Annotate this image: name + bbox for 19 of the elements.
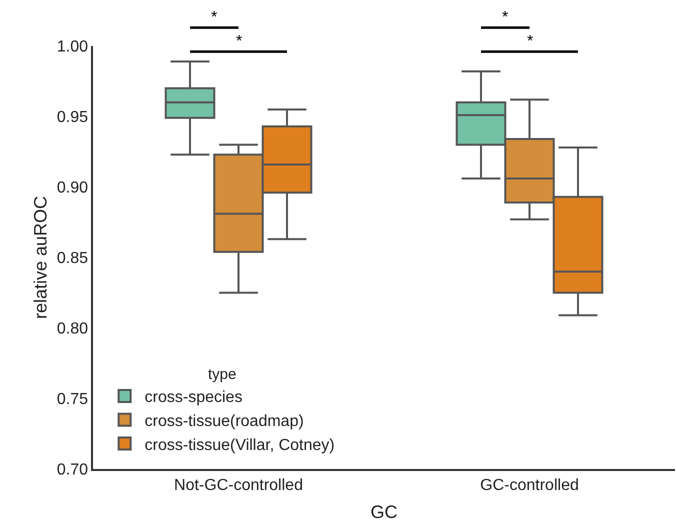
legend-label: cross-tissue(Villar, Cotney) (144, 436, 335, 454)
legend-label: cross-tissue(roadmap) (144, 412, 304, 430)
y-tick-label: 0.85 (56, 250, 88, 268)
y-tick-label: 0.95 (56, 109, 88, 126)
x-tick-label: GC-controlled (480, 476, 579, 494)
x-axis-title: GC (370, 502, 398, 522)
y-tick-label: 0.70 (56, 462, 88, 479)
annotation: * (236, 33, 242, 50)
text: * (502, 9, 508, 26)
y-tick-label: 0.75 (56, 391, 88, 408)
y-tick-label: 0.90 (56, 180, 88, 197)
legend-label: cross-species (144, 389, 242, 406)
x-tick-label: Not-GC-controlled (174, 476, 303, 494)
y-tick-label: 0.80 (56, 320, 88, 338)
annotation: * (527, 33, 534, 50)
legend-title: type (208, 366, 236, 384)
y-axis-title: relative auROC (30, 196, 50, 320)
text: * (211, 9, 218, 26)
y-tick-label: 1.00 (56, 38, 88, 56)
